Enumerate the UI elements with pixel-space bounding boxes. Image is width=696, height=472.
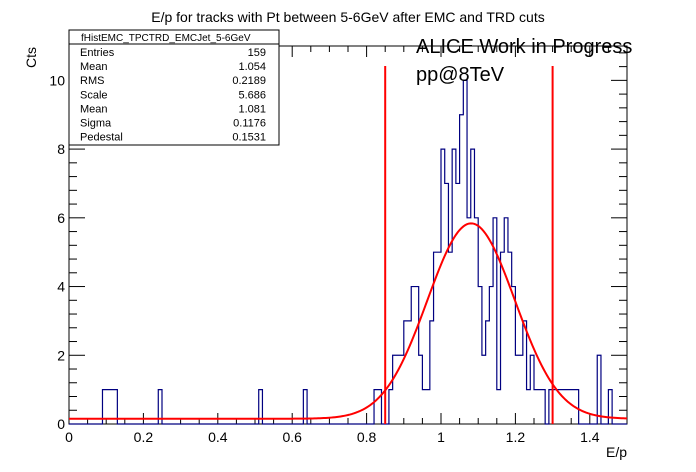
stats-box-title: fHistEMC_TPCTRD_EMCJet_5-6GeV <box>81 33 251 44</box>
x-tick-label: 1.2 <box>506 429 526 445</box>
histogram-bin <box>527 390 531 424</box>
x-tick-label: 0.4 <box>208 429 228 445</box>
histogram-bin <box>467 218 471 424</box>
histogram-step-line <box>69 79 627 425</box>
stats-row-label: Mean <box>80 61 108 73</box>
histogram-bin <box>448 252 452 424</box>
histogram-bin <box>426 390 430 424</box>
chart-title: E/p for tracks with Pt between 5-6GeV af… <box>151 9 544 25</box>
stats-row-label: Mean <box>80 103 108 115</box>
x-tick-label: 1.4 <box>580 429 600 445</box>
y-tick-label: 0 <box>57 416 65 432</box>
stats-row-value: 1.054 <box>238 61 266 73</box>
stats-rows: Entries 159 Mean 1.054 RMS 0.2189 Scale 5.686 Me… <box>80 47 266 144</box>
gaussian-fit-curve <box>69 222 628 420</box>
stats-row-value: 5.686 <box>238 89 266 101</box>
histogram-bin <box>534 390 538 424</box>
annotation-energy: pp@8TeV <box>416 64 505 86</box>
histogram-bin <box>519 355 523 424</box>
histogram-series <box>69 79 627 425</box>
stats-row-value: 0.2189 <box>232 75 266 87</box>
fit-series <box>69 222 628 420</box>
stats-row-label: Sigma <box>80 118 112 130</box>
x-axis-label: E/p <box>606 444 627 460</box>
stats-row-label: Pedestal <box>80 132 123 144</box>
histogram-bin <box>567 390 571 424</box>
stats-row-label: Scale <box>80 89 108 101</box>
y-tick-label: 8 <box>57 141 65 157</box>
histogram-bin <box>482 355 486 424</box>
y-tick-label: 6 <box>57 210 65 226</box>
annotation-alice: ALICE Work in Progress <box>416 36 632 58</box>
histogram-bin <box>497 390 501 424</box>
stats-row-label: RMS <box>80 75 104 87</box>
y-tick-label: 10 <box>49 72 65 88</box>
cut-lines <box>384 66 554 424</box>
stats-row-value: 0.1176 <box>233 118 266 130</box>
stats-box-frame <box>68 29 280 146</box>
stats-row-value: 0.1531 <box>232 132 266 144</box>
histogram-bin <box>437 252 441 424</box>
stats-row-label: Entries <box>80 47 115 59</box>
x-tick-label: 0.2 <box>134 429 154 445</box>
histogram-bin <box>422 390 426 424</box>
y-tick-label: 4 <box>57 279 65 295</box>
histogram-bin <box>456 183 460 424</box>
stats-row-value: 1.081 <box>238 103 266 115</box>
x-tick-label: 0.6 <box>282 429 302 445</box>
stats-box: fHistEMC_TPCTRD_EMCJet_5-6GeV Entries 159… <box>68 29 280 146</box>
x-tick-label: 0 <box>65 429 73 445</box>
histogram-bin <box>564 390 568 424</box>
histogram-bin <box>538 390 542 424</box>
stats-row-value: 159 <box>248 47 266 59</box>
y-axis-label: Cts <box>23 47 39 68</box>
y-tick-label: 2 <box>57 347 65 363</box>
x-tick-label: 1 <box>437 429 445 445</box>
histogram-bin <box>515 355 519 424</box>
histogram-bin <box>408 321 412 424</box>
x-tick-label: 0.8 <box>357 429 377 445</box>
